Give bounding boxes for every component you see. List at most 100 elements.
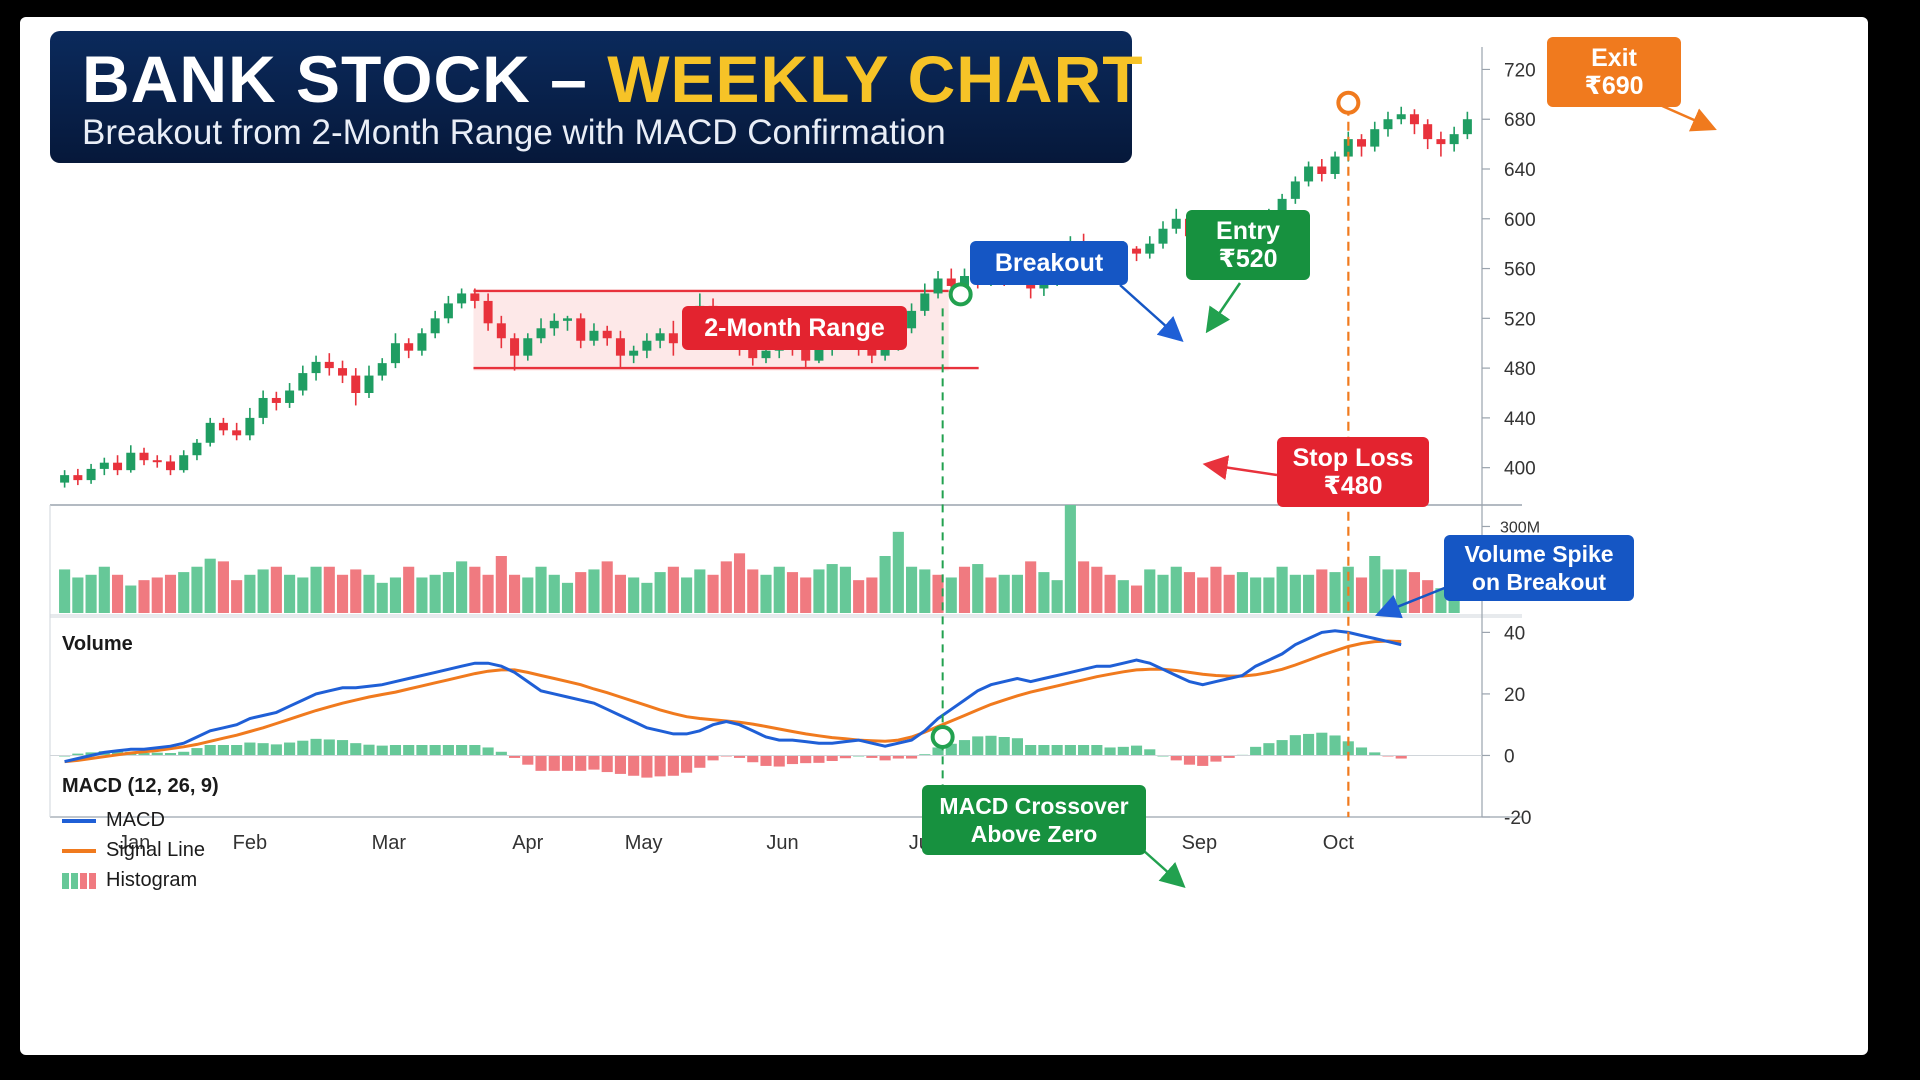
histogram-bar bbox=[694, 755, 706, 768]
candle-body bbox=[536, 328, 546, 339]
legend-histogram: Histogram bbox=[62, 869, 197, 892]
candle-body bbox=[933, 278, 943, 294]
volume-bar bbox=[1395, 569, 1407, 613]
legend-macd: MACD bbox=[62, 809, 165, 832]
histogram-bar bbox=[681, 755, 693, 773]
price-tick-label: 720 bbox=[1504, 60, 1536, 81]
volume-bar bbox=[641, 582, 653, 613]
volume-bar bbox=[1025, 561, 1037, 613]
volume-bar bbox=[1289, 574, 1301, 613]
volume-bar bbox=[628, 577, 640, 613]
histogram-bar bbox=[800, 755, 812, 764]
candle-body bbox=[1449, 134, 1459, 145]
candle-body bbox=[232, 430, 242, 436]
volume-bar bbox=[164, 574, 177, 613]
candle-body bbox=[271, 397, 281, 403]
volume-bar bbox=[760, 574, 772, 613]
candle-body bbox=[748, 348, 758, 359]
volume-bar bbox=[1435, 588, 1447, 613]
histogram-bar bbox=[906, 755, 918, 759]
candle-body bbox=[1304, 166, 1314, 182]
volume-bar bbox=[270, 566, 282, 613]
histogram-bar bbox=[958, 740, 971, 756]
candle-body bbox=[1132, 248, 1142, 254]
chart-subtitle: Breakout from 2-Month Range with MACD Co… bbox=[82, 113, 946, 152]
volume-bar bbox=[945, 577, 957, 613]
candle-body bbox=[1330, 156, 1340, 174]
volume-bar bbox=[1091, 566, 1103, 613]
volume-bar bbox=[1011, 574, 1023, 613]
candle-body bbox=[126, 452, 136, 471]
histogram-bar bbox=[813, 755, 825, 763]
candle-body bbox=[192, 442, 202, 456]
histogram-bar bbox=[442, 745, 454, 756]
candle-body bbox=[1423, 124, 1433, 140]
volume-bar bbox=[111, 574, 124, 613]
histogram-bar bbox=[323, 739, 335, 756]
volume-spike-label: Volume Spike on Breakout bbox=[1444, 535, 1634, 601]
candle-body bbox=[1357, 139, 1367, 147]
histogram-bar bbox=[985, 735, 997, 756]
volume-bar bbox=[363, 574, 375, 613]
x-tick-label: Jun bbox=[766, 832, 798, 854]
histogram-bar bbox=[389, 745, 402, 756]
candle-body bbox=[351, 375, 361, 393]
histogram-bar bbox=[231, 745, 243, 756]
stop-loss-label: Stop Loss ₹480 bbox=[1277, 437, 1429, 507]
volume-bar bbox=[932, 574, 944, 613]
candle-body bbox=[510, 338, 520, 356]
histogram-bar bbox=[336, 740, 349, 756]
candle-body bbox=[1409, 114, 1419, 125]
histogram-bar bbox=[1091, 745, 1103, 756]
x-tick-label: Apr bbox=[512, 832, 543, 854]
volume-bar bbox=[1130, 585, 1143, 613]
histogram-bar bbox=[919, 754, 931, 756]
histogram-bar bbox=[588, 755, 600, 770]
x-tick-label: Jan bbox=[118, 832, 150, 854]
candle-body bbox=[1277, 198, 1287, 214]
histogram-bar bbox=[826, 755, 838, 761]
histogram-bar bbox=[1078, 745, 1090, 756]
volume-spike-arrow bbox=[1375, 583, 1453, 619]
histogram-bar bbox=[667, 755, 679, 776]
volume-bar bbox=[1303, 574, 1315, 613]
candle-body bbox=[113, 462, 123, 471]
exit-marker bbox=[1336, 90, 1361, 115]
candle-body bbox=[73, 475, 83, 481]
volume-bar bbox=[773, 566, 785, 613]
volume-bar bbox=[1170, 566, 1182, 613]
volume-bar bbox=[1276, 566, 1288, 613]
chart-canvas: 400440480520560600640680720100M200M300M-… bbox=[20, 17, 1868, 1055]
x-tick-label: Mar bbox=[372, 832, 407, 854]
title-banner: BANK STOCK – WEEKLY CHART Breakout from … bbox=[50, 31, 1143, 163]
histogram-bar bbox=[733, 755, 746, 758]
histogram-bar bbox=[350, 743, 362, 756]
histogram-bar bbox=[1263, 743, 1275, 756]
histogram-bar bbox=[1025, 745, 1037, 756]
histogram-bar bbox=[191, 748, 203, 756]
volume-bar bbox=[1382, 569, 1394, 613]
candle-body bbox=[867, 348, 877, 356]
volume-bar bbox=[839, 566, 851, 613]
candle-body bbox=[907, 310, 917, 329]
histogram-bar bbox=[932, 747, 944, 756]
histogram-bar bbox=[310, 738, 322, 756]
candle-body bbox=[86, 468, 96, 481]
histogram-bar bbox=[244, 742, 256, 756]
price-tick-label: 520 bbox=[1504, 309, 1536, 330]
volume-bar bbox=[800, 577, 812, 613]
histogram-bar bbox=[1250, 746, 1262, 756]
candle-body bbox=[338, 368, 348, 376]
candle-body bbox=[152, 460, 162, 463]
candle-body bbox=[801, 345, 811, 361]
candle-body bbox=[99, 462, 109, 469]
candle-body bbox=[285, 390, 295, 403]
volume-bar bbox=[681, 577, 693, 613]
candle-body bbox=[1317, 166, 1327, 174]
histogram-bar bbox=[561, 755, 574, 771]
price-tick-label: 480 bbox=[1504, 359, 1536, 380]
histogram-bar bbox=[998, 737, 1010, 756]
candle-body bbox=[298, 373, 308, 391]
volume-bar bbox=[416, 577, 428, 613]
candle-body bbox=[165, 461, 175, 471]
